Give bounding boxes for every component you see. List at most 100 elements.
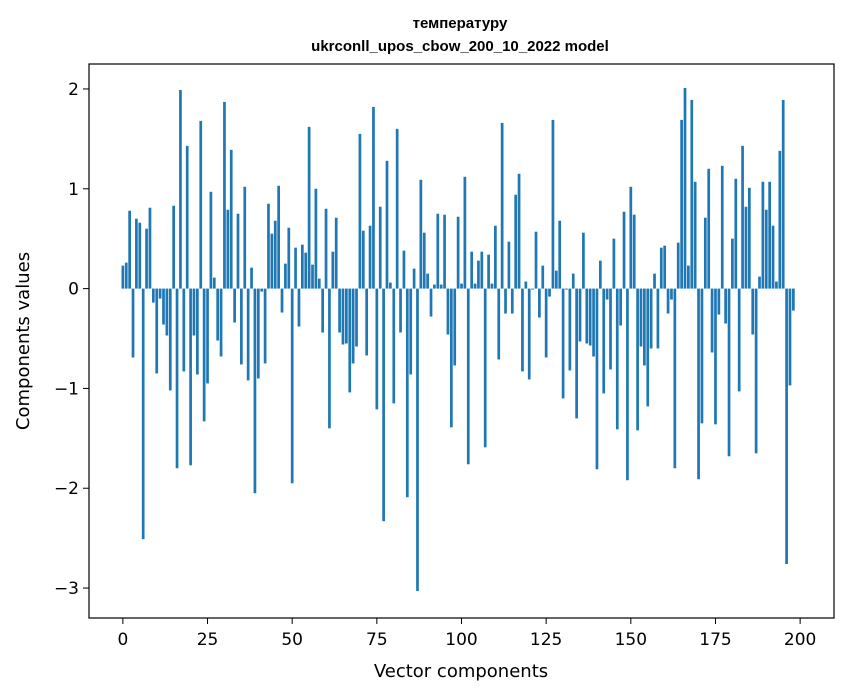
bar bbox=[639, 288, 643, 347]
bar bbox=[602, 288, 606, 394]
bar bbox=[517, 173, 521, 289]
bar bbox=[206, 288, 209, 384]
bar bbox=[135, 218, 138, 289]
x-tick-label: 75 bbox=[366, 630, 388, 650]
y-tick-label: −3 bbox=[54, 579, 79, 599]
bar bbox=[680, 119, 683, 289]
bar bbox=[764, 209, 768, 289]
bar bbox=[131, 288, 135, 358]
bar bbox=[273, 220, 277, 289]
bar bbox=[382, 288, 385, 522]
bar bbox=[246, 288, 250, 381]
bar bbox=[470, 251, 474, 289]
bar bbox=[416, 288, 419, 592]
bar bbox=[629, 186, 633, 289]
bar bbox=[334, 217, 338, 289]
bar bbox=[538, 288, 541, 318]
bar bbox=[345, 288, 348, 344]
bar bbox=[504, 288, 507, 314]
bar bbox=[744, 206, 748, 289]
bar bbox=[185, 145, 189, 289]
bar bbox=[433, 284, 436, 289]
bar bbox=[531, 288, 534, 290]
bar bbox=[375, 288, 379, 410]
bar bbox=[480, 251, 484, 289]
bar bbox=[317, 278, 321, 289]
bar bbox=[240, 288, 243, 365]
bar bbox=[341, 288, 345, 345]
bar bbox=[778, 150, 782, 289]
bar bbox=[453, 288, 457, 366]
bar bbox=[202, 288, 206, 422]
bar bbox=[720, 165, 724, 289]
bar bbox=[751, 288, 755, 335]
bar bbox=[267, 203, 270, 289]
y-axis-ticks: −3 −2 −1 0 1 2 bbox=[54, 80, 89, 599]
bar bbox=[250, 267, 253, 289]
bar bbox=[676, 242, 680, 289]
bar bbox=[615, 288, 619, 430]
bar bbox=[775, 281, 778, 289]
bar bbox=[656, 288, 660, 349]
bar bbox=[554, 270, 558, 289]
y-axis-label: Components values bbox=[13, 252, 34, 430]
bar bbox=[277, 185, 280, 289]
bar bbox=[693, 181, 697, 289]
x-tick-label: 175 bbox=[699, 630, 731, 650]
bar bbox=[527, 288, 531, 380]
bar bbox=[155, 288, 159, 374]
bar bbox=[395, 128, 399, 289]
bar bbox=[196, 288, 199, 375]
bar bbox=[405, 288, 409, 498]
bar bbox=[507, 241, 511, 289]
bar bbox=[385, 160, 389, 289]
bar bbox=[189, 288, 192, 466]
bar bbox=[212, 277, 216, 289]
bar bbox=[229, 149, 233, 289]
bar bbox=[683, 87, 687, 289]
bar bbox=[497, 288, 501, 360]
bar bbox=[653, 273, 656, 289]
bar bbox=[121, 265, 125, 289]
bar bbox=[609, 288, 612, 370]
bar bbox=[138, 222, 142, 289]
bar bbox=[632, 214, 636, 289]
x-tick-label: 25 bbox=[197, 630, 219, 650]
bar bbox=[179, 89, 182, 289]
bar bbox=[463, 176, 467, 289]
bar bbox=[223, 101, 226, 289]
bar bbox=[311, 264, 314, 289]
bar bbox=[487, 254, 490, 289]
bar bbox=[355, 288, 358, 347]
bar bbox=[483, 288, 487, 448]
bar bbox=[199, 120, 203, 289]
bar bbox=[243, 186, 247, 289]
bar bbox=[253, 288, 257, 494]
bar bbox=[521, 288, 524, 372]
bar bbox=[148, 207, 152, 289]
bar bbox=[734, 178, 738, 289]
bar bbox=[338, 288, 341, 333]
x-tick-label: 50 bbox=[281, 630, 303, 650]
bar bbox=[182, 288, 186, 372]
bar bbox=[500, 122, 504, 289]
bar bbox=[477, 260, 480, 289]
bar bbox=[297, 288, 301, 327]
bar bbox=[263, 288, 267, 364]
bar bbox=[226, 209, 230, 289]
y-tick-label: −1 bbox=[54, 379, 79, 399]
bar bbox=[368, 225, 372, 289]
bar bbox=[697, 288, 700, 480]
bar bbox=[219, 288, 223, 357]
bar bbox=[331, 251, 335, 289]
bar bbox=[494, 225, 497, 289]
bar bbox=[294, 247, 297, 289]
bar bbox=[714, 288, 717, 425]
y-tick-label: 1 bbox=[68, 180, 79, 200]
bar bbox=[436, 213, 440, 289]
bar bbox=[792, 288, 795, 311]
bar bbox=[192, 288, 196, 336]
bar bbox=[551, 119, 555, 289]
bar bbox=[389, 282, 392, 289]
bar bbox=[280, 288, 284, 313]
